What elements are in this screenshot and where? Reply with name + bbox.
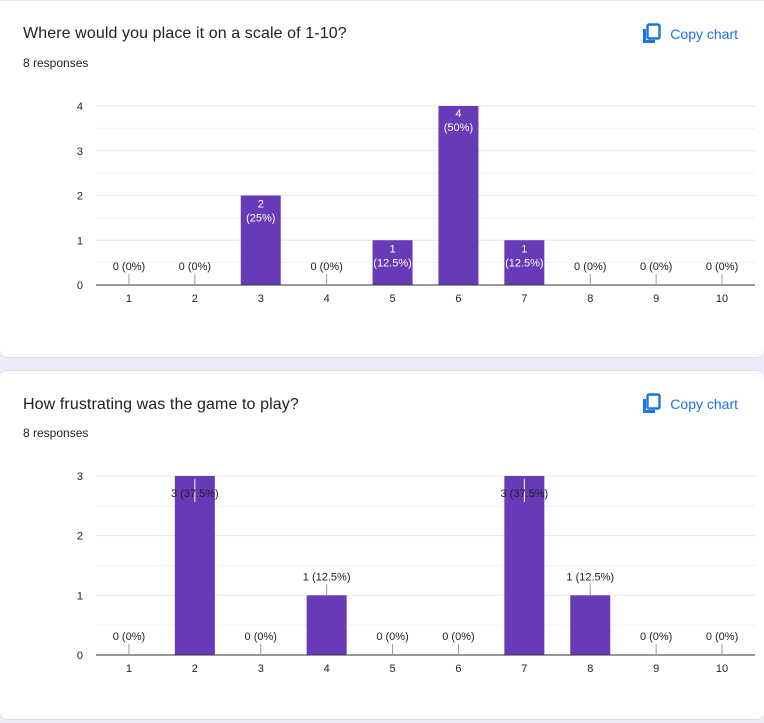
data-label: 1 (12.5%) xyxy=(566,571,614,583)
y-tick-label: 0 xyxy=(77,280,83,292)
data-label: 1 (12.5%) xyxy=(373,243,412,269)
x-tick-label: 4 xyxy=(324,293,330,305)
bar xyxy=(438,106,479,285)
data-label: 0 (0%) xyxy=(113,261,145,273)
bar-chart: 0 1 2 3 4 1 2 3 4 5 6 7 8 9 10 0 (0%) 0 (0%) 2 (25%) 0 (0%)… xyxy=(77,101,755,305)
data-label: 2 (25%) xyxy=(246,199,275,225)
x-tick-label: 10 xyxy=(716,663,728,675)
y-tick-label: 3 xyxy=(77,471,83,483)
data-label: 0 (0%) xyxy=(310,261,342,273)
copy-icon xyxy=(640,393,662,415)
y-tick-label: 2 xyxy=(77,191,83,203)
x-tick-label: 8 xyxy=(587,663,593,675)
data-label: 0 (0%) xyxy=(706,261,738,273)
x-tick-label: 6 xyxy=(455,293,461,305)
question-card-frustration: How frustrating was the game to play? 8 … xyxy=(0,370,764,720)
data-label: 0 (0%) xyxy=(442,631,474,643)
y-tick-label: 1 xyxy=(77,590,83,602)
bar xyxy=(372,240,413,285)
copy-chart-button[interactable]: Copy chart xyxy=(638,391,740,417)
bar xyxy=(240,195,281,285)
x-tick-label: 6 xyxy=(455,663,461,675)
data-label: 3 (37.5%) xyxy=(500,488,548,500)
question-card-scale: Where would you place it on a scale of 1… xyxy=(0,0,764,358)
data-label: 1 (12.5%) xyxy=(303,571,351,583)
y-tick-label: 2 xyxy=(77,531,83,543)
x-tick-label: 4 xyxy=(324,663,330,675)
bar xyxy=(570,595,611,655)
data-label: 3 (37.5%) xyxy=(171,488,219,500)
data-label: 1 (12.5%) xyxy=(505,243,544,269)
data-label: 0 (0%) xyxy=(245,631,277,643)
bar xyxy=(504,240,545,285)
x-tick-label: 7 xyxy=(521,663,527,675)
response-count: 8 responses xyxy=(23,426,89,440)
y-tick-label: 4 xyxy=(77,101,83,113)
data-label: 0 (0%) xyxy=(179,261,211,273)
y-tick-label: 3 xyxy=(77,146,83,158)
data-label: 0 (0%) xyxy=(640,631,672,643)
x-tick-label: 8 xyxy=(587,293,593,305)
x-tick-label: 1 xyxy=(126,663,132,675)
question-title: How frustrating was the game to play? xyxy=(23,396,299,413)
x-tick-label: 9 xyxy=(653,663,659,675)
x-tick-label: 1 xyxy=(126,293,132,305)
y-tick-label: 1 xyxy=(77,235,83,247)
bar-chart: 0 1 2 3 1 2 3 4 5 6 7 8 9 10 0 (0%) 3 (37.5%) 0 (0%) 1 (1… xyxy=(77,471,755,675)
x-tick-label: 3 xyxy=(258,293,264,305)
response-count: 8 responses xyxy=(23,56,89,70)
x-tick-label: 2 xyxy=(192,293,198,305)
bar xyxy=(174,476,215,655)
copy-chart-button[interactable]: Copy chart xyxy=(638,21,740,47)
copy-chart-label: Copy chart xyxy=(670,396,738,412)
question-title: Where would you place it on a scale of 1… xyxy=(23,25,347,42)
data-label: 0 (0%) xyxy=(376,631,408,643)
data-label: 4 (50%) xyxy=(444,108,473,134)
x-tick-label: 5 xyxy=(389,293,395,305)
x-tick-label: 7 xyxy=(521,293,527,305)
data-label: 0 (0%) xyxy=(113,631,145,643)
bar xyxy=(306,595,347,655)
x-tick-label: 10 xyxy=(716,293,728,305)
x-tick-label: 2 xyxy=(192,663,198,675)
copy-icon xyxy=(640,23,662,45)
x-tick-label: 3 xyxy=(258,663,264,675)
data-label: 0 (0%) xyxy=(640,261,672,273)
copy-chart-label: Copy chart xyxy=(670,26,738,42)
y-tick-label: 0 xyxy=(77,650,83,662)
data-label: 0 (0%) xyxy=(706,631,738,643)
x-tick-label: 9 xyxy=(653,293,659,305)
bar xyxy=(504,476,545,655)
data-label: 0 (0%) xyxy=(574,261,606,273)
x-tick-label: 5 xyxy=(389,663,395,675)
